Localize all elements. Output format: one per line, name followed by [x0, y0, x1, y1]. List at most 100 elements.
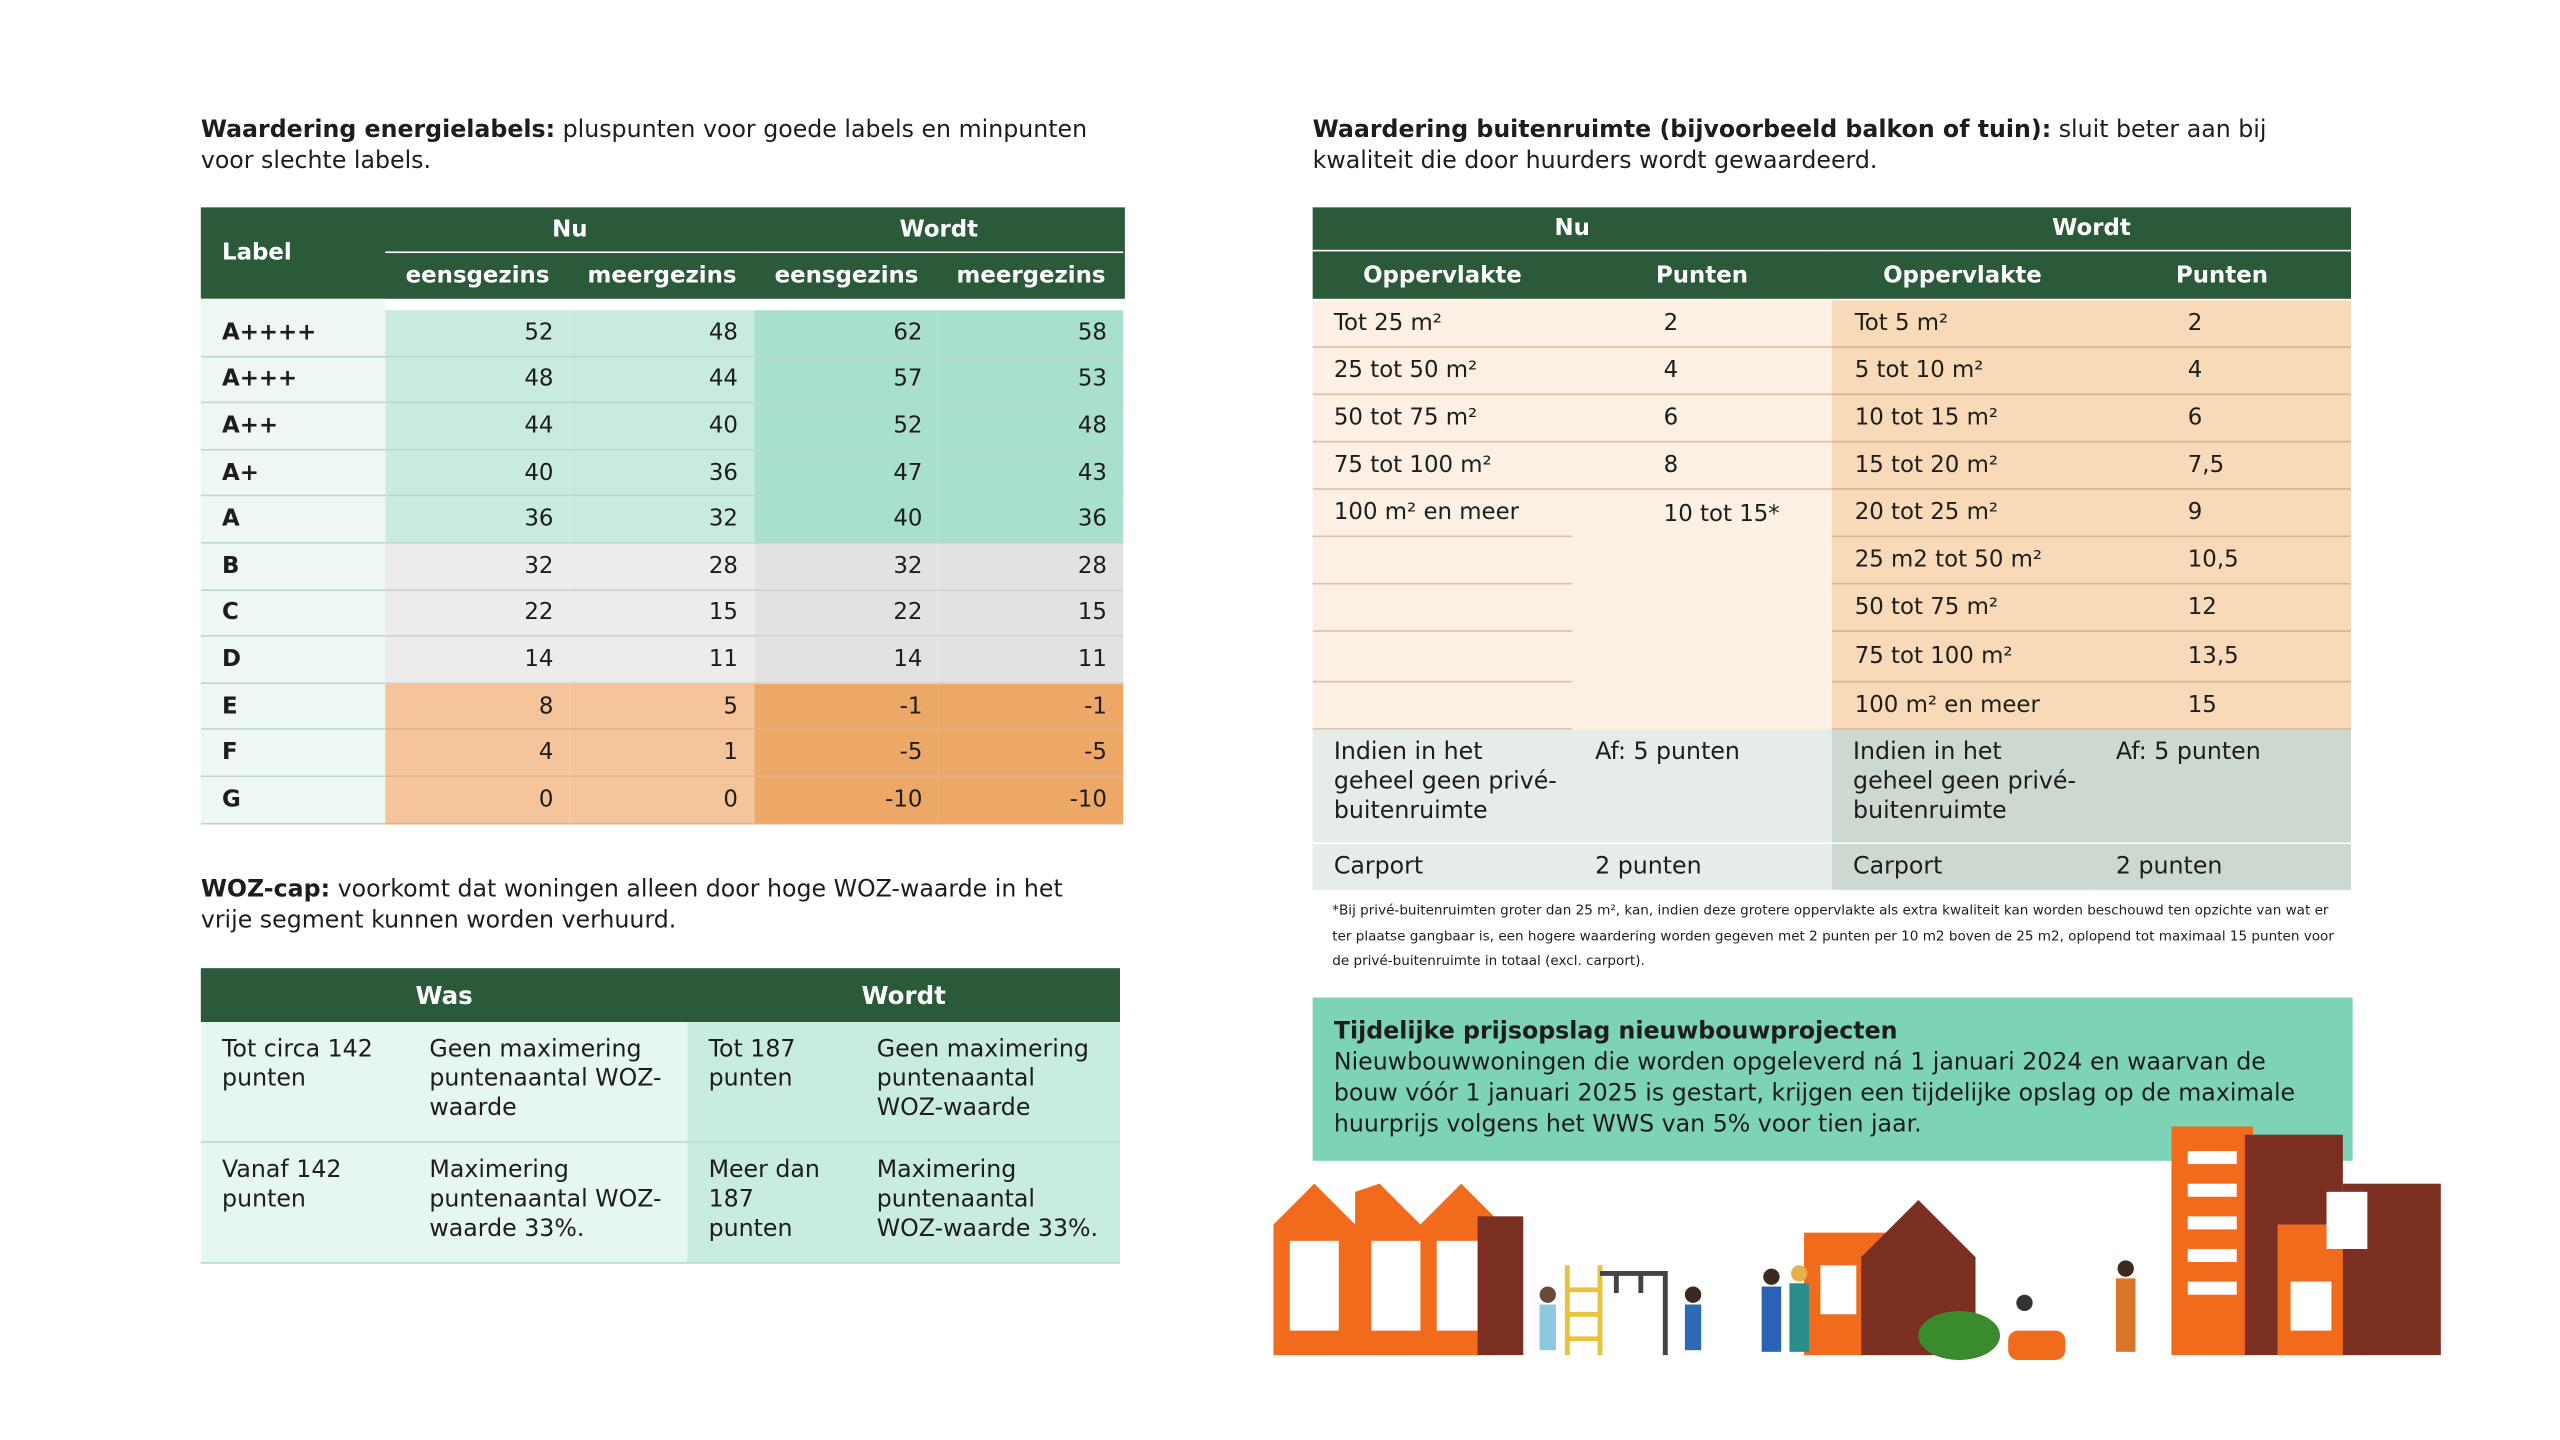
sub-header: eensgezins — [405, 262, 550, 289]
value-cell: 44 — [569, 356, 755, 404]
group-header: Wordt — [1831, 207, 2352, 252]
points-cell: 12 — [2093, 584, 2352, 632]
value-cell: 11 — [569, 637, 755, 684]
value-cell: 4 — [385, 730, 570, 778]
area-cell: 25 tot 50 m² — [1312, 348, 1573, 396]
value-cell: 22 — [754, 590, 939, 638]
value-cell: 58 — [938, 310, 1124, 357]
points-cell: 2 — [2093, 300, 2352, 348]
row-label: D — [200, 637, 386, 684]
area-cell: 15 tot 20 m² — [1831, 442, 2094, 490]
value-cell: 40 — [385, 450, 570, 497]
houses-middle — [1804, 1200, 2000, 1360]
woz-cell: Maximering puntenaantal WOZ-waarde 33%. — [855, 1142, 1120, 1264]
group-header: Wordt — [861, 980, 946, 1010]
value-cell: 28 — [569, 543, 755, 591]
extra-cell: 2 punten — [1572, 844, 1832, 892]
playground — [1564, 1265, 1668, 1356]
value-cell: 48 — [385, 356, 570, 404]
row-label: F — [200, 730, 386, 778]
heading-text: voorkomt dat woningen alleen door hoge W… — [200, 876, 1063, 934]
value-cell: 52 — [385, 310, 570, 357]
houses-left — [1273, 1183, 1524, 1356]
value-cell: 48 — [938, 403, 1124, 451]
value-cell: 0 — [569, 777, 755, 824]
footnote: *Bij privé-buitenruimten groter dan 25 m… — [1332, 901, 2334, 969]
value-cell: 32 — [385, 543, 570, 591]
row-label: A++++ — [200, 310, 386, 357]
row-label: A+ — [200, 450, 386, 497]
woz-cell: Geen maximering puntenaantal WOZ-waarde — [408, 1022, 688, 1143]
extra-cell: Carport — [1831, 844, 2094, 892]
area-cell: 100 m² en meer — [1312, 490, 1573, 538]
value-cell: -5 — [754, 730, 939, 778]
points-cell: 13,5 — [2093, 632, 2352, 683]
row-label: A+++ — [200, 356, 386, 404]
area-cell: Tot 25 m² — [1312, 300, 1573, 348]
woz-cell: Vanaf 142 punten — [200, 1142, 409, 1264]
area-cell: 75 tot 100 m² — [1312, 442, 1573, 490]
value-cell: 32 — [569, 496, 755, 544]
area-cell — [1312, 682, 1573, 730]
value-cell: 1 — [569, 730, 755, 778]
area-cell: 20 tot 25 m² — [1831, 490, 2094, 538]
group-header: Nu — [385, 207, 755, 254]
woz-cell: Geen maximering puntenaantal WOZ-waarde — [855, 1022, 1120, 1143]
header-cell — [200, 968, 1121, 1023]
points-cell: 2 — [1572, 300, 1832, 348]
sub-header: Oppervlakte — [1883, 262, 2042, 289]
extra-cell: Carport — [1312, 844, 1573, 892]
buitenruimte-heading: Waardering buitenruimte (bijvoorbeeld ba… — [1313, 116, 2358, 178]
value-cell: 15 — [938, 590, 1124, 638]
value-cell: 40 — [754, 496, 939, 544]
sub-header: meergezins — [587, 262, 737, 289]
value-cell: 53 — [938, 356, 1124, 404]
wordt-area — [1831, 300, 2352, 730]
heading-bold: Waardering buitenruimte (bijvoorbeeld ba… — [1312, 117, 2052, 144]
illustration — [1273, 1126, 2441, 1360]
value-cell: 14 — [754, 637, 939, 684]
energielabels-heading: Waardering energielabels: pluspunten voo… — [201, 116, 1115, 178]
row-label: A — [200, 496, 386, 544]
label-gap — [200, 298, 386, 311]
header-label: Label — [222, 239, 292, 267]
area-cell: 100 m² en meer — [1831, 682, 2094, 730]
sub-header: Oppervlakte — [1363, 262, 1522, 289]
woz-cell: Maximering puntenaantal WOZ-waarde 33%. — [408, 1142, 688, 1264]
sub-header: Punten — [2176, 262, 2269, 289]
value-cell: 22 — [385, 590, 570, 638]
sub-header: meergezins — [956, 262, 1106, 289]
area-cell — [1312, 632, 1573, 683]
area-cell: 5 tot 10 m² — [1831, 348, 2094, 396]
woz-cell: Tot 187 punten — [687, 1022, 856, 1143]
sub-header: Punten — [1656, 262, 1749, 289]
group-header: Nu — [1312, 207, 1832, 252]
value-cell: 36 — [938, 496, 1124, 544]
points-cell: 10,5 — [2093, 537, 2352, 585]
row-label: G — [200, 777, 386, 824]
extra-cell: Af: 5 punten — [1572, 729, 1832, 845]
points-cell: 15 — [2093, 682, 2352, 730]
nu-area — [1312, 300, 1832, 730]
points-cell: 6 — [1572, 395, 1832, 443]
value-cell: -10 — [938, 777, 1124, 824]
area-cell: 75 tot 100 m² — [1831, 632, 2094, 683]
header-cell — [200, 207, 1125, 299]
value-cell: 15 — [569, 590, 755, 638]
extra-cell: Indien in het geheel geen privé-buitenru… — [1831, 729, 2094, 845]
woz-cell: Tot circa 142 punten — [200, 1022, 409, 1143]
heading-bold: Waardering energielabels: — [200, 117, 556, 144]
value-cell: -1 — [938, 683, 1124, 731]
row-label: C — [200, 590, 386, 638]
value-cell: 57 — [754, 356, 939, 404]
value-cell: 36 — [385, 496, 570, 544]
points-cell: 8 — [1572, 442, 1832, 490]
value-cell: 40 — [569, 403, 755, 451]
box-title: Tijdelijke prijsopslag nieuwbouwprojecte… — [1333, 1018, 1898, 1045]
value-cell: 47 — [754, 450, 939, 497]
points-cell: 4 — [1572, 348, 1832, 396]
area-cell: 50 tot 75 m² — [1312, 395, 1573, 443]
heading-bold: WOZ-cap: — [200, 876, 331, 903]
area-cell: 25 m2 tot 50 m² — [1831, 537, 2094, 585]
area-cell: 50 tot 75 m² — [1831, 584, 2094, 632]
